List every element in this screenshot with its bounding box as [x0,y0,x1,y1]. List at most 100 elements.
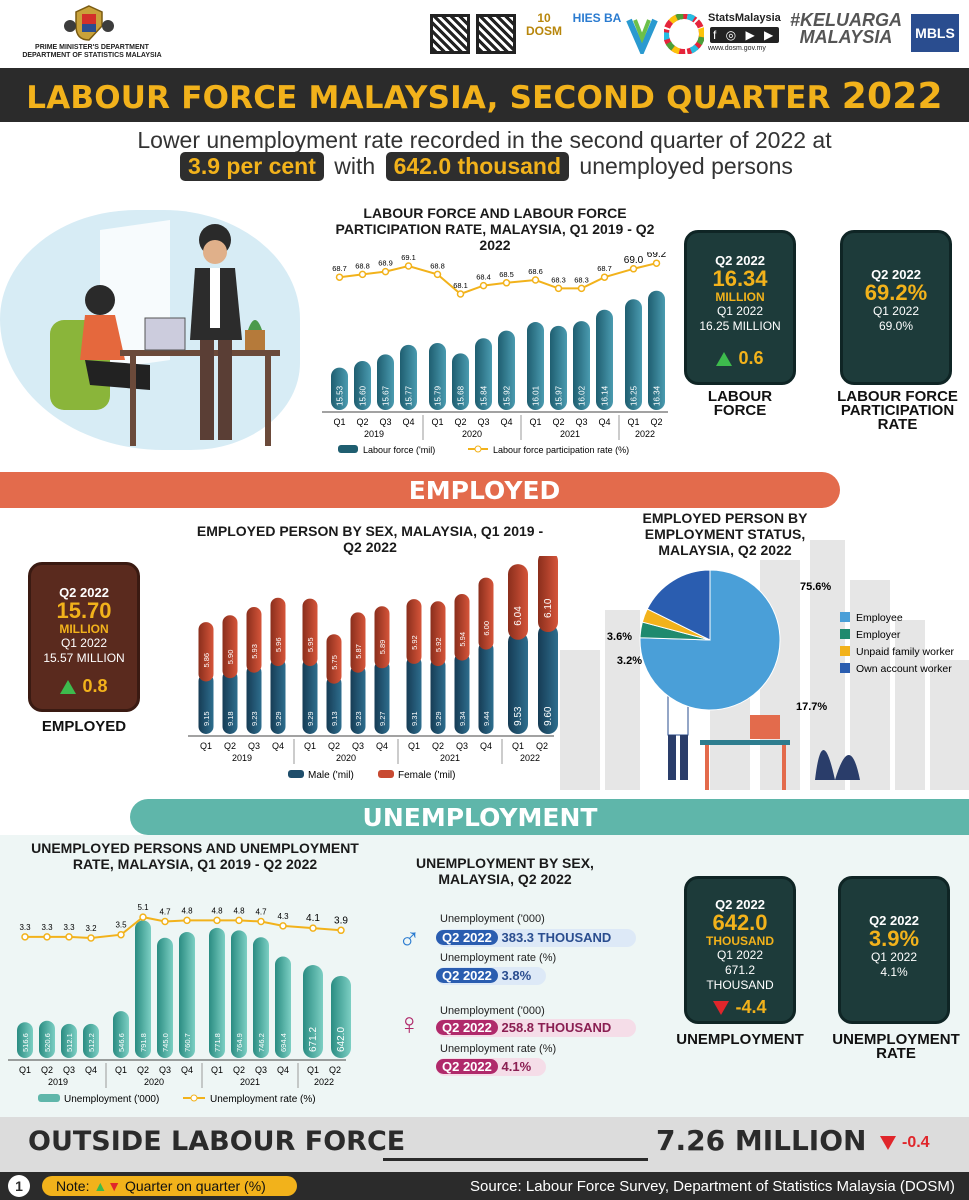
lfpr-point [629,265,638,273]
unemployment-bar [253,937,269,1058]
female-bar [538,556,558,632]
malaysia-crest-icon [64,5,114,41]
unemployment-bar [113,1011,129,1058]
org-line-1: PRIME MINISTER'S DEPARTMENT [35,44,149,51]
bar-value-label: 15.53 [336,385,345,406]
dosm-10-logo: 10 DOSM [526,11,562,38]
bar-value-label: 512.1 [65,1033,74,1052]
office-workers-illustration [50,220,280,446]
x-tick-label: Q1 [408,741,420,751]
rate-value-label: 3.3 [63,923,75,932]
lfpr-value-label: 69.2 [647,252,667,260]
rate-point [183,916,191,925]
legend-label: Employer [856,629,901,641]
female-bar [406,599,422,664]
headline-count: 642.0 thousand [385,152,570,181]
pill-quarter: Q2 2022 [436,1059,498,1074]
male-value-label: 9.34 [458,711,467,726]
lfpr-value-label: 68.7 [597,264,612,273]
source-text: Source: Labour Force Survey, Department … [470,1178,955,1195]
unemployment-ribbon [130,799,969,835]
card-prev-quarter: Q1 2022 [716,948,764,962]
rate-value-label: 3.2 [85,924,97,933]
female-bar [270,597,286,667]
female-value-label: 5.87 [354,644,363,659]
qr-code-icon[interactable] [430,14,470,54]
legend-swatch [840,646,850,656]
bar-value-label: 764.9 [235,1033,244,1052]
female-value-label: 6.00 [482,621,491,636]
male-bar [326,675,342,734]
employed-ribbon-title: EMPLOYED [408,476,561,505]
male-bar [430,658,446,734]
female-bar [454,594,470,661]
x-tick-label: Q3 [63,1065,75,1075]
bar-value-label: 15.92 [503,385,512,406]
rate-point [65,933,73,941]
lfpr-value-label: 68.8 [430,261,445,270]
lfpr-line [339,262,657,296]
legend-swatch-labour-force [338,445,358,453]
unemployment-card: Q2 2022 642.0 THOUSAND Q1 2022 671.2 THO… [684,876,796,1024]
female-value-label: 5.75 [330,655,339,670]
male-value-label: 9.29 [274,711,283,726]
x-tick-label: Q1 [307,1065,319,1075]
bar-value-label: 15.68 [457,385,466,406]
employment-status-pie: 75.6% Employee 3.6% Employer 3.2% Unpaid fami… [607,569,955,713]
social-icons[interactable]: f ◎ ▶ ▶ [710,27,780,43]
male-value-label: 9.29 [434,711,443,726]
labour-force-bar [331,367,348,410]
rate-value-label: 4.8 [181,906,193,915]
female-value-label: 6.04 [513,606,524,626]
card-prev-quarter: Q1 2022 [60,636,108,650]
unemployment-bar [209,927,225,1058]
x-tick-label: Q1 [304,741,316,751]
lfpr-point [502,279,511,287]
pill-value: 4.1% [501,1059,532,1074]
headline-rate: 3.9 per cent [180,152,324,181]
unemployment-bar [275,956,291,1058]
sdg-wheel-icon [664,14,704,54]
unemployment-bar [231,930,247,1058]
pie-value-label: 3.6% [607,631,632,643]
x-tick-label: Q4 [376,741,388,751]
female-value-label: 5.92 [434,637,443,652]
chart-title-employment-status: EMPLOYED PERSON BY EMPLOYMENT STATUS, MA… [642,510,808,558]
rate-value-label: 4.7 [159,908,171,917]
female-bar [302,598,318,667]
card-change: -4.4 [687,997,793,1018]
qr-code-icon[interactable] [476,14,516,54]
bar-value-label: 15.77 [405,385,414,406]
stats-url[interactable]: www.dosm.gov.my [708,45,766,52]
x-tick-label: Q3 [575,417,587,427]
v-logo-icon [626,18,658,54]
bar-value-label: 671.2 [308,1027,319,1052]
arrow-up-icon [60,680,77,695]
x-tick-label: Q3 [159,1065,171,1075]
bar-value-label: 15.84 [480,385,489,406]
lfpr-value-label: 68.7 [332,264,347,273]
card-value: 16.34 [712,266,768,291]
employed-by-sex-chart: 9.15 5.86 9.18 5.90 9.23 5.93 9.29 5.96 9.29 5.95… [188,556,558,781]
male-value-label: 9.60 [543,706,554,726]
legend-label: Male ('mil) [308,770,354,781]
lfpr-point [335,273,344,281]
male-value-label: 9.44 [482,711,491,726]
pill-quarter: Q2 2022 [436,1020,498,1035]
bar-value-label: 771.8 [213,1033,222,1052]
rate-point [87,934,95,942]
labour-force-label: LABOUR FORCE [707,388,773,419]
subtitle-tail: unemployed persons [579,153,793,179]
female-u-pill: Q2 2022 258.8 THOUSAND [436,1019,636,1037]
labour-force-bar [429,342,446,410]
lfpr-value-label: 69.0 [624,255,644,266]
female-value-label: 5.95 [306,637,315,652]
year-label: 2022 [520,753,540,763]
card-change-value: 0.6 [738,348,764,368]
bar-value-label: 15.97 [555,385,564,406]
x-tick-label: Q1 [211,1065,223,1075]
female-bar [430,601,446,667]
x-tick-label: Q1 [115,1065,127,1075]
note-text: Quarter on quarter (%) [124,1178,266,1194]
x-tick-label: Q2 [137,1065,149,1075]
